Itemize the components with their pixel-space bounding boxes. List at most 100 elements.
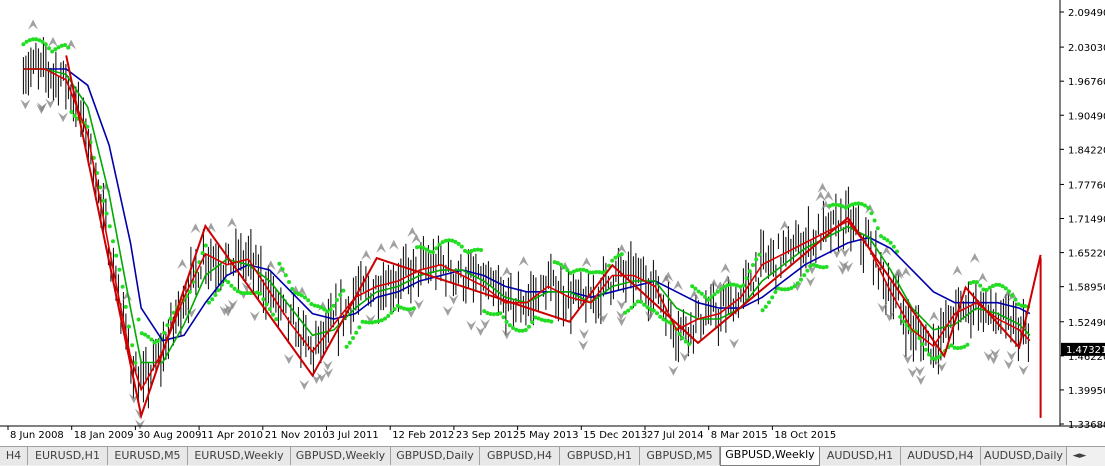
fractal-down-icon [45,98,56,109]
fractal-up-icon [100,182,111,193]
sar-dot [117,267,122,272]
fractal-up-icon [823,190,834,201]
sar-dot [818,265,823,269]
sar-dot [232,286,237,291]
price-tick-label: 2.09490 [1068,8,1105,19]
chart-tab[interactable]: EURUSD,Weekly [188,447,291,465]
chart-area[interactable]: 2.09490 2.03030 1.96760 1.90490 1.84220 1.777… [0,0,1105,446]
sar-dot [303,295,307,300]
price-tick-label: 1.39950 [1068,386,1105,397]
sar-dot [402,306,407,311]
sar-dot [434,246,439,251]
sar-dot [101,198,106,203]
sar-dot [751,263,755,267]
sar-dot [271,312,275,317]
sar-dot [267,307,272,312]
sar-dot [981,287,986,292]
fractal-down-icon [915,375,926,386]
sar-dot [427,249,432,254]
fractal-down-icon [936,361,947,372]
sar-dot [952,345,957,350]
tab-scroll-arrows-icon[interactable]: ◄► [1072,451,1087,461]
sar-dot [815,264,819,268]
chart-tab[interactable]: AUDUSD,Daily [981,447,1067,465]
sar-dot [651,308,656,313]
sar-dot [98,185,103,190]
ma-slow-line [23,68,1031,342]
sar-dot [367,320,371,325]
sar-dot [21,42,26,47]
chart-tab[interactable]: GBPUSD,M5 [640,447,720,465]
chart-tab[interactable]: GBPUSD,Daily [391,447,480,465]
sar-dot [149,337,154,342]
sar-dot [418,244,423,249]
chart-tab-bar: H4 EURUSD,H1 EURUSD,M5 EURUSD,Weekly GBPUSD,… [0,446,1105,466]
chart-tab[interactable]: GBPUSD,Weekly [720,447,820,466]
fractal-down-icon [322,360,333,371]
fractal-down-icon [907,367,918,378]
sar-dot [437,242,442,247]
sar-dot [299,293,304,298]
fractal-down-icon [311,374,322,385]
sar-dot [882,236,887,241]
sar-dot [1010,293,1015,298]
fractal-up-icon [407,226,418,237]
sar-dot [754,257,759,262]
sar-dot [290,287,295,291]
sar-dot [69,110,74,114]
sar-dot [386,314,391,318]
sar-dot [235,289,240,294]
fractal-up-icon [388,239,399,250]
sar-dot [741,283,746,288]
fractal-down-icon [135,419,146,430]
fractal-down-icon [466,320,477,331]
sar-dot [203,243,208,248]
chart-tab[interactable]: EURUSD,M5 [108,447,188,465]
fractal-down-icon [805,276,816,287]
sar-dot [482,309,487,314]
sar-dot [261,297,266,302]
sar-dot [799,277,803,282]
price-tick-label: 1.33680 [1068,420,1105,431]
chart-tab[interactable]: EURUSD,H1 [28,447,108,465]
sar-dot [395,303,400,308]
fractal-down-icon [299,379,310,390]
chart-tab[interactable]: H4 [0,447,28,465]
chart-tab[interactable]: GBPUSD,H1 [560,447,640,465]
fractal-up-icon [518,256,529,267]
sar-dot [968,281,973,285]
sar-dot [735,283,739,288]
fractal-up-icon [177,258,188,269]
sar-dot [264,302,269,307]
chart-tab[interactable]: GBPUSD,H4 [480,447,560,465]
price-tick-label: 1.58950 [1068,283,1105,294]
sar-dot [920,342,925,347]
sar-dot [450,238,455,243]
price-chart[interactable]: 2.09490 2.03030 1.96760 1.90490 1.84220 1.777… [0,0,1105,446]
sar-dot [971,279,976,284]
fractal-down-icon [729,338,740,349]
chart-tab[interactable]: AUDUSD,H4 [901,447,981,465]
sar-dot [360,319,365,324]
sar-dot [549,319,554,324]
chart-tab[interactable]: AUDUSD,H1 [820,447,901,465]
fractal-down-icon [186,307,197,318]
sar-dot [661,317,666,322]
time-tick-label: 23 Sep 2012 [456,430,519,441]
sar-dot [40,39,45,44]
sar-dot [610,258,615,263]
fractal-down-icon [578,340,589,351]
sar-dot [469,249,474,253]
chart-tab[interactable]: GBPUSD,Weekly [291,447,391,465]
fractal-up-icon [977,272,988,283]
sar-dot [623,310,627,315]
sar-dot [536,316,541,321]
sar-dot [43,42,48,47]
sar-dot [527,324,531,329]
sar-dot [709,295,714,300]
current-price-marker [1061,342,1105,356]
sar-dot [280,267,285,272]
sar-dot [146,334,151,339]
sar-dot [693,286,698,291]
sar-dot [56,45,61,50]
